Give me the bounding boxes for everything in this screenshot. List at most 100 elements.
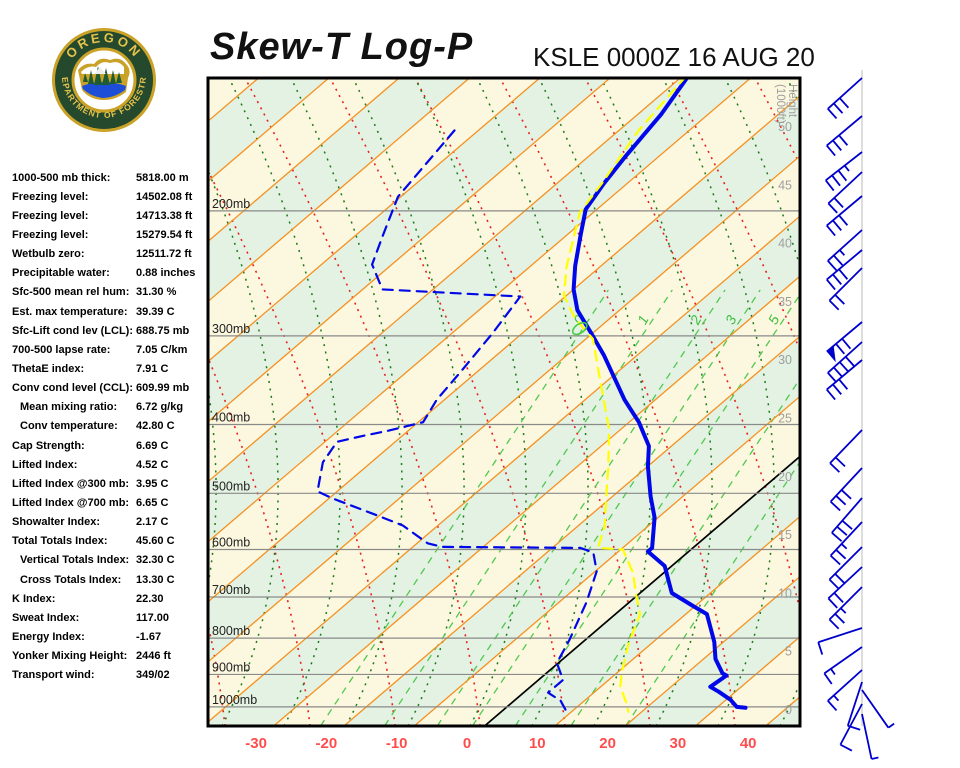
- stat-label: Sfc-Lift cond lev (LCL):: [12, 324, 133, 337]
- stat-label: Sweat Index:: [12, 611, 80, 624]
- plot-border: [206, 76, 802, 728]
- stat-value: 117.00: [136, 611, 170, 624]
- wind-barb: [826, 115, 863, 157]
- wind-barb: [861, 713, 879, 760]
- stat-label: Cross Totals Index:: [20, 573, 122, 586]
- stat-row: Total Totals Index: 45.60 C: [12, 532, 202, 551]
- dry-adiabat: [244, 78, 481, 726]
- height-tick-label: 35: [778, 295, 792, 309]
- height-axis-label-units: (1000ft): [774, 84, 786, 124]
- stat-value: 14502.08 ft: [136, 190, 193, 203]
- stat-label: Wetbulb zero:: [12, 248, 85, 261]
- stat-value: 13.30 C: [136, 573, 175, 586]
- stat-label: Conv cond level (CCL):: [12, 382, 134, 395]
- mixing-ratio-line: [436, 289, 726, 726]
- temp-axis-label: 30: [670, 735, 687, 752]
- isotherm-band: [208, 216, 800, 726]
- stat-row: Sweat Index: 117.00: [12, 608, 202, 627]
- isotherm-line: [208, 155, 800, 663]
- moist-adiabat: [414, 78, 527, 726]
- wind-barb: [828, 267, 863, 311]
- height-tick-label: 40: [778, 237, 792, 251]
- isotherm-line: [836, 78, 960, 726]
- temp-axis-label: -20: [316, 735, 338, 752]
- stat-value: 39.39 C: [136, 305, 175, 318]
- pressure-label: 300mb: [212, 322, 250, 336]
- stat-value: 7.91 C: [136, 362, 169, 375]
- stat-label: Showalter Index:: [12, 516, 101, 529]
- height-axis-label: Height: [786, 84, 798, 118]
- height-tick-label: 10: [778, 586, 792, 600]
- mixing-ratio-line: [625, 460, 800, 726]
- wind-barb: [827, 171, 863, 214]
- odf-logo: OREGON DEPARTMENT OF FORESTRY: [50, 26, 156, 132]
- stats-panel: 1000-500 mb thick: 5818.00 m Freezing leve…: [12, 168, 202, 685]
- stat-row: Conv cond level (CCL): 609.99 mb: [12, 379, 202, 398]
- stat-value: 32.30 C: [136, 554, 175, 567]
- stat-label: Precipitable water:: [12, 267, 110, 280]
- dry-adiabat: [208, 620, 226, 726]
- height-tick-label: 15: [778, 528, 792, 542]
- stat-row: Energy Index: -1.67: [12, 627, 202, 646]
- moist-adiabat: [911, 78, 960, 726]
- stat-value: 6.72 g/kg: [136, 401, 184, 414]
- pressure-label: 400mb: [212, 411, 250, 425]
- stat-label: Mean mixing ratio:: [20, 401, 118, 414]
- isotherm-band: [906, 78, 960, 726]
- stat-label: Freezing level:: [12, 209, 89, 222]
- page-title: Skew-T Log-P: [210, 26, 474, 68]
- stat-row: Freezing level: 15279.54 ft: [12, 225, 202, 244]
- stat-row: Cross Totals Index: 13.30 C: [12, 570, 202, 589]
- wind-barb: [846, 681, 863, 731]
- wind-barb: [827, 229, 863, 272]
- mixing-ratio-line: [570, 377, 800, 726]
- stat-value: 14713.38 ft: [136, 209, 193, 222]
- stat-label: Total Totals Index:: [12, 535, 108, 548]
- moist-adiabat: [538, 78, 651, 726]
- isotherm-line: [554, 515, 800, 726]
- moist-adiabat: [849, 78, 960, 726]
- height-tick-label: 20: [778, 470, 792, 484]
- isotherm-line: [208, 78, 400, 243]
- stat-value: 3.95 C: [136, 477, 169, 490]
- temp-axis-label: 40: [740, 735, 757, 752]
- isotherm-line: [208, 78, 681, 483]
- zero-isotherm-line: [483, 455, 800, 726]
- stat-label: Lifted Index:: [12, 458, 78, 471]
- height-tick-label: 30: [778, 353, 792, 367]
- station-datetime: KSLE 0000Z 16 AUG 20: [533, 42, 815, 72]
- stat-value: 7.05 C/km: [136, 343, 188, 356]
- stat-label: Yonker Mixing Height:: [12, 650, 128, 663]
- isotherm-band: [836, 78, 960, 726]
- stat-row: Est. max temperature: 39.39 C: [12, 302, 202, 321]
- stat-label: ThetaE index:: [12, 362, 85, 375]
- isotherm-line: [413, 395, 800, 726]
- stat-value: 22.30: [136, 592, 164, 605]
- dry-adiabat: [925, 78, 960, 726]
- stat-label: Lifted Index @700 mb:: [12, 496, 130, 509]
- dry-adiabat: [329, 78, 566, 726]
- isotherm-line: [273, 275, 800, 726]
- stat-value: 4.52 C: [136, 458, 169, 471]
- wind-barb: [861, 689, 895, 729]
- temperature-profile: [571, 78, 748, 710]
- isotherm-line: [624, 575, 800, 726]
- stat-label: K Index:: [12, 592, 56, 605]
- stat-label: Energy Index:: [12, 630, 85, 643]
- height-tick-label: 50: [778, 120, 792, 134]
- stat-row: Lifted Index @700 mb: 6.65 C: [12, 493, 202, 512]
- stat-label: 1000-500 mb thick:: [12, 171, 111, 184]
- wind-barb: [829, 521, 863, 566]
- wind-barb: [831, 497, 863, 542]
- pressure-label: 200mb: [212, 197, 250, 211]
- stat-label: Transport wind:: [12, 669, 95, 682]
- stat-value: 688.75 mb: [136, 324, 190, 337]
- pressure-label: 800mb: [212, 624, 250, 638]
- logo-scene: [78, 58, 130, 100]
- moist-adiabat: [290, 78, 403, 726]
- dry-adiabat: [208, 355, 311, 726]
- isotherm-line: [208, 78, 470, 303]
- wind-barb: [826, 195, 863, 237]
- stat-value: 349/02: [136, 669, 170, 682]
